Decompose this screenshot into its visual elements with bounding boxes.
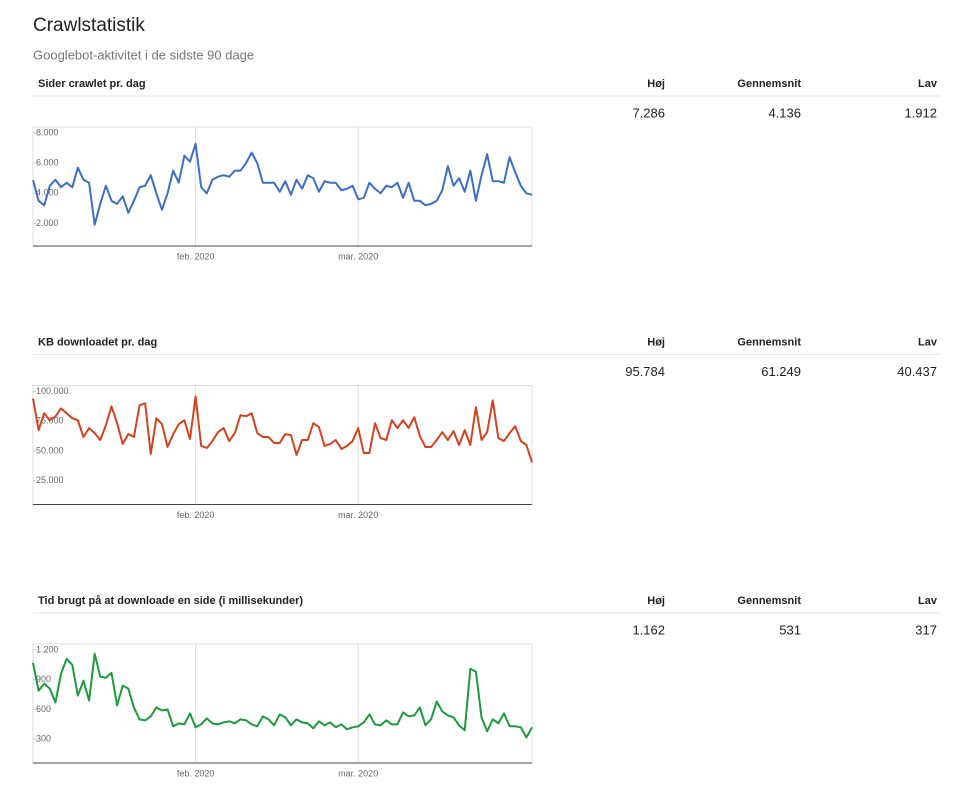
stat-header: Gennemsnit — [737, 595, 801, 607]
y-tick-label: 300 — [36, 734, 51, 744]
stat-value: 61.249 — [761, 364, 801, 379]
plot-frame — [32, 643, 533, 764]
stat-header: Lav — [918, 595, 938, 607]
data-line — [32, 652, 533, 739]
page-title: Crawlstatistik — [33, 15, 145, 36]
y-tick-label: 100.000 — [36, 386, 69, 396]
x-tick-label: feb. 2020 — [177, 251, 215, 261]
x-tick-label: mar. 2020 — [338, 510, 378, 520]
chart-title: Tid brugt på at downloade en side (i mil… — [38, 595, 303, 607]
stat-value: 40.437 — [897, 364, 937, 379]
y-tick-label: 8.000 — [36, 127, 59, 137]
y-tick-label: 1.200 — [36, 644, 59, 654]
x-tick-label: feb. 2020 — [177, 510, 215, 520]
stat-header: Høj — [647, 595, 665, 607]
page-subtitle: Googlebot-aktivitet i de sidste 90 dage — [33, 47, 254, 62]
stat-value: 317 — [915, 622, 937, 637]
stat-header: Gennemsnit — [737, 336, 801, 348]
stat-value: 7.286 — [632, 105, 665, 120]
stat-header: Gennemsnit — [737, 78, 801, 90]
x-tick-label: feb. 2020 — [177, 768, 215, 778]
x-tick-label: mar. 2020 — [338, 251, 378, 261]
stat-header: Lav — [918, 78, 938, 90]
y-tick-label: 6.000 — [36, 158, 59, 168]
stat-value: 95.784 — [625, 364, 665, 379]
chart-title: Sider crawlet pr. dag — [38, 78, 146, 90]
plot-frame — [32, 385, 533, 505]
y-tick-label: 50.000 — [36, 445, 64, 455]
data-line — [32, 142, 533, 226]
x-tick-label: mar. 2020 — [338, 768, 378, 778]
stat-header: Høj — [647, 78, 665, 90]
stat-value: 531 — [779, 622, 801, 637]
stat-header: Høj — [647, 336, 665, 348]
y-tick-label: 900 — [36, 674, 51, 684]
stat-value: 4.136 — [768, 105, 801, 120]
y-tick-label: 2.000 — [36, 218, 59, 228]
stat-header: Lav — [918, 336, 938, 348]
chart-title: KB downloadet pr. dag — [38, 336, 157, 348]
stat-value: 1.162 — [632, 622, 665, 637]
data-line — [32, 395, 533, 463]
y-tick-label: 25.000 — [36, 475, 64, 485]
y-tick-label: 600 — [36, 704, 51, 714]
stat-value: 1.912 — [904, 105, 937, 120]
